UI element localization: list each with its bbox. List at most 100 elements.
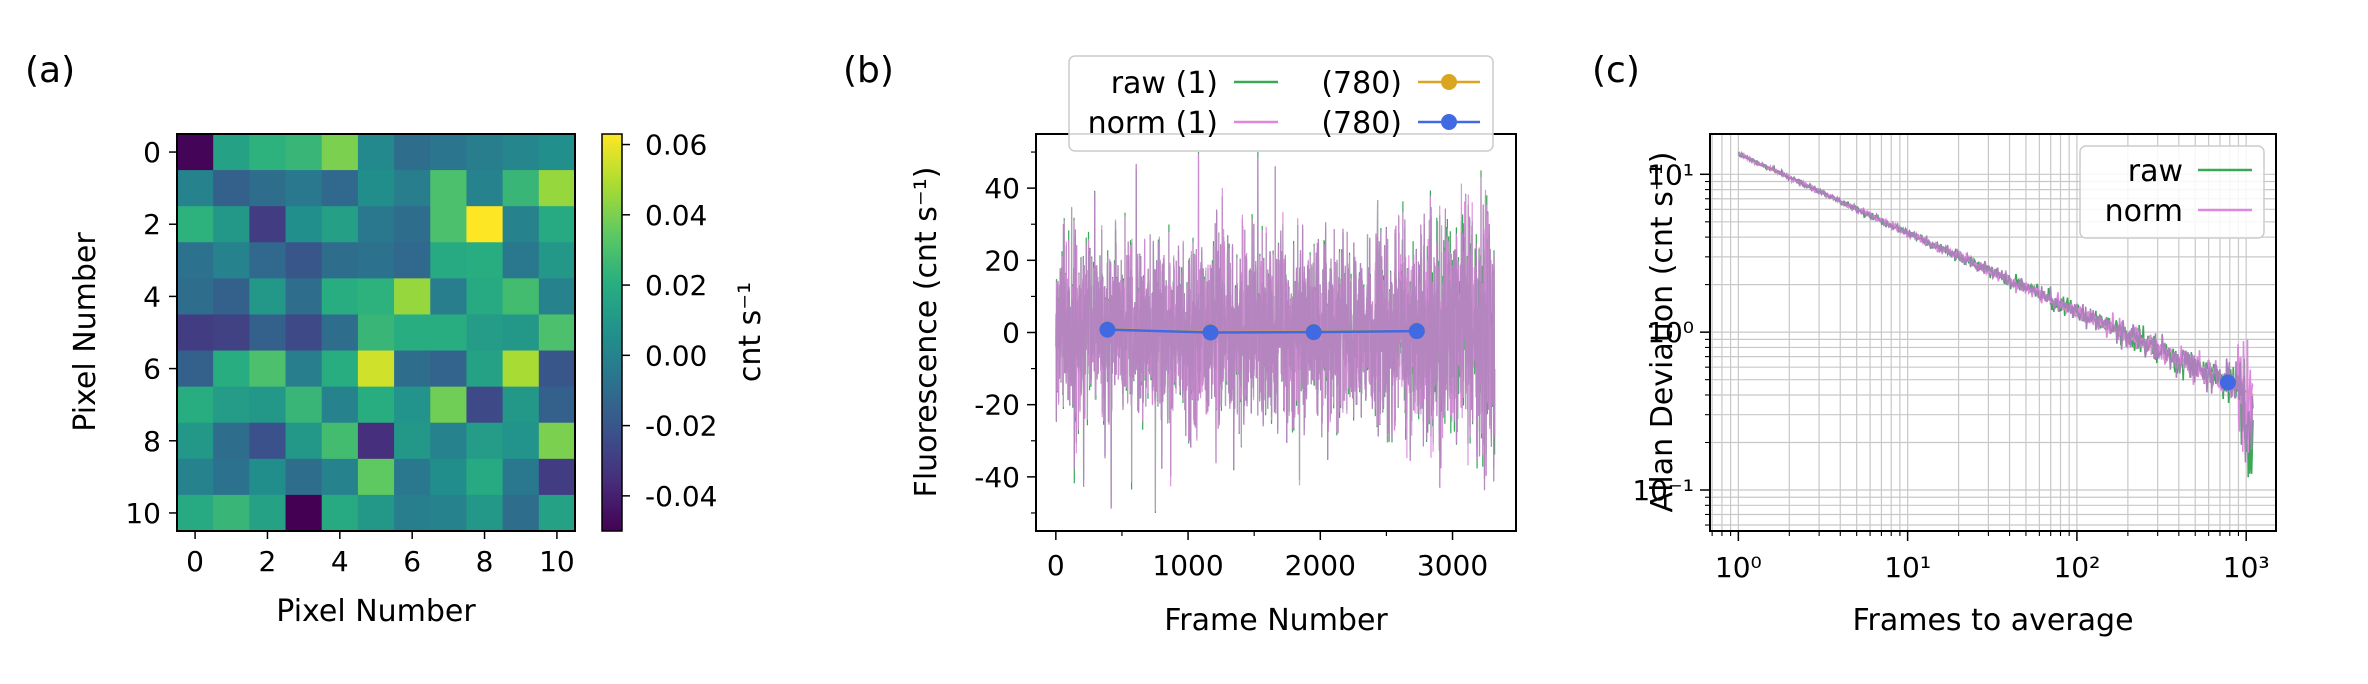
y-tick-label: 10⁻¹ (1632, 474, 1694, 507)
heatmap-cell (430, 278, 468, 316)
heatmap-cell (321, 422, 359, 460)
heatmap-cell (357, 494, 395, 532)
data-point (1305, 324, 1322, 341)
y-tick-label: 10⁰ (1647, 316, 1694, 349)
heatmap-cell (538, 170, 576, 207)
y-tick-label: 10 (125, 497, 161, 530)
allan-grid (1710, 134, 2276, 531)
heatmap-cell (249, 386, 287, 424)
heatmap-cell (394, 422, 431, 460)
heatmap-cell (430, 422, 468, 460)
heatmap-cell (430, 134, 468, 171)
data-point (1202, 324, 1219, 341)
heatmap-cell (249, 314, 287, 352)
y-tick-label: 4 (143, 280, 161, 313)
x-tick-label: 1000 (1152, 549, 1223, 582)
heatmap-cell (177, 206, 214, 243)
heatmap-cell (502, 350, 540, 388)
heatmap-cell (321, 206, 359, 243)
heatmap-cell (466, 170, 504, 207)
colorbar-ticks: 0.06 0.04 0.02 0.00 -0.02 -0.04 (622, 129, 717, 513)
heatmap-cell (430, 494, 468, 532)
legend-marker-norm-780 (1441, 114, 1457, 130)
heatmap-cell (285, 458, 323, 496)
x-tick-label: 10⁰ (1715, 551, 1762, 584)
series-line-norm-780 (1107, 328, 1417, 334)
heatmap-cell (394, 350, 431, 388)
heatmap-cell (538, 458, 576, 496)
heatmap-cell (321, 242, 359, 279)
heatmap-cell (394, 386, 431, 424)
allan-x-label: Frames to average (1852, 603, 2133, 638)
heatmap-cell (357, 170, 395, 207)
heatmap-cell (213, 314, 250, 352)
x-tick-label: 2000 (1285, 549, 1356, 582)
data-point (1099, 321, 1116, 338)
heatmap-y-label: Pixel Number (68, 232, 103, 432)
heatmap-cell (249, 422, 287, 460)
fluorescence-x-label: Frame Number (1164, 603, 1388, 638)
heatmap-cell (177, 422, 214, 460)
legend-label-raw-780: (780) (1321, 66, 1402, 101)
legend-label-raw-1: raw (1) (1111, 66, 1218, 101)
heatmap-cell (213, 278, 250, 316)
heatmap-cell (502, 458, 540, 496)
heatmap-cell (357, 278, 395, 316)
heatmap-cell (285, 494, 323, 532)
heatmap-cell (394, 206, 431, 243)
heatmap-cell (502, 134, 540, 171)
heatmap-cell (321, 386, 359, 424)
heatmap-cell (249, 458, 287, 496)
series-overlap (1055, 157, 1496, 509)
heatmap-cell (430, 350, 468, 388)
heatmap-cell (249, 134, 287, 171)
heatmap-cell (285, 206, 323, 243)
panel-label-a: (a) (25, 50, 75, 91)
fluorescence-plot-area (1055, 151, 1496, 514)
legend-marker-raw-780 (1441, 74, 1457, 90)
heatmap-cell (213, 206, 250, 243)
heatmap-cell (213, 350, 250, 388)
heatmap-cell (285, 134, 323, 171)
heatmap-cell (177, 350, 214, 388)
heatmap-cell (538, 278, 576, 316)
legend-label-norm: norm (2105, 194, 2183, 229)
colorbar-tick-label: 0.00 (645, 339, 707, 372)
fluorescence-legend: raw (1) (780) norm (1) (780) (1068, 55, 1494, 152)
heatmap-cell (394, 278, 431, 316)
legend-box (1068, 55, 1494, 152)
heatmap-cell (502, 314, 540, 352)
x-tick-label: 0 (186, 545, 204, 578)
heatmap-cell (177, 386, 214, 424)
y-tick-label: 8 (143, 425, 161, 458)
heatmap-cell (249, 350, 287, 388)
y-tick-label: -40 (974, 461, 1020, 494)
heatmap-cell (538, 314, 576, 352)
heatmap-cell (249, 170, 287, 207)
x-tick-label: 10 (539, 545, 575, 578)
y-tick-label: 20 (984, 244, 1020, 277)
colorbar-tick-label: -0.02 (645, 410, 717, 443)
heatmap-axes: 0 2 4 6 8 10 0 2 4 6 8 10 (125, 136, 574, 578)
heatmap-cell (357, 350, 395, 388)
heatmap-cell (213, 170, 250, 207)
heatmap-cell (177, 458, 214, 496)
panel-label-b: (b) (843, 50, 894, 91)
heatmap-cell (502, 386, 540, 424)
heatmap-cell (213, 458, 250, 496)
y-tick-label: 2 (143, 208, 161, 241)
heatmap-panel (177, 134, 576, 532)
x-tick-label: 10³ (2223, 551, 2270, 584)
heatmap-cell (466, 350, 504, 388)
heatmap-cell (357, 422, 395, 460)
heatmap-cell (538, 350, 576, 388)
heatmap-cell (357, 386, 395, 424)
legend-label-norm-780: (780) (1321, 106, 1402, 141)
legend-label-raw: raw (2128, 154, 2183, 189)
heatmap-cell (213, 494, 250, 532)
heatmap-cell (466, 386, 504, 424)
heatmap-cell (249, 242, 287, 279)
heatmap-cell (213, 422, 250, 460)
heatmap-cell (538, 386, 576, 424)
heatmap-cell (394, 458, 431, 496)
